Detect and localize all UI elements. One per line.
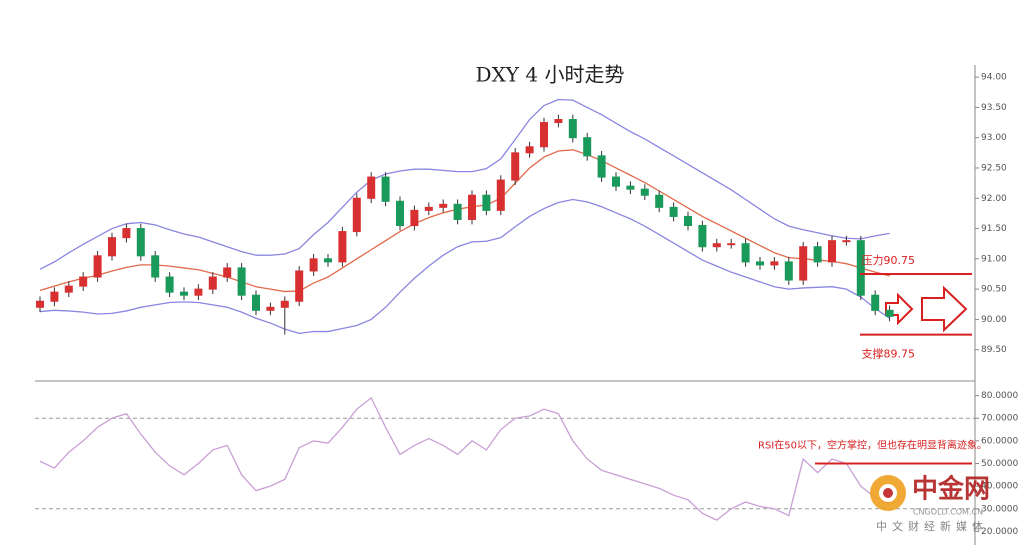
candle-body [367, 176, 376, 199]
candle-body [223, 267, 232, 278]
candle-body [309, 258, 318, 272]
y-tick-label: 70.0000 [981, 414, 1018, 424]
y-tick-label: 60.0000 [981, 436, 1018, 446]
candle-body [208, 276, 217, 290]
y-tick-label: 93.00 [981, 133, 1007, 143]
candle-body [583, 137, 592, 157]
level-label: 支撑89.75 [862, 347, 916, 361]
candle-body [295, 270, 304, 302]
candle-body [828, 240, 836, 263]
candle-body [712, 243, 721, 248]
candle-body [439, 203, 448, 208]
candle-body [482, 194, 491, 211]
y-tick-label: 90.00 [981, 315, 1007, 325]
y-tick-label: 91.00 [981, 254, 1007, 264]
candle-body [770, 261, 779, 266]
candle-body [871, 294, 880, 311]
candle-body [727, 243, 736, 246]
candle-body [669, 206, 678, 217]
candle-body [842, 240, 851, 243]
candle-body [698, 225, 707, 248]
candle-body [180, 291, 188, 296]
candle-body [612, 176, 620, 187]
y-tick-label: 30.0000 [981, 504, 1018, 514]
candle-body [338, 231, 347, 263]
candle-body [381, 176, 390, 202]
candle-body [741, 243, 750, 263]
candle-body [324, 258, 332, 263]
candle-body [885, 309, 894, 317]
candle-body [511, 152, 520, 181]
candle-body [396, 200, 404, 227]
candle-body [122, 228, 131, 239]
candle-body [151, 255, 160, 278]
candle-body [655, 194, 664, 208]
y-tick-label: 89.50 [981, 345, 1007, 355]
candle-body [640, 188, 649, 196]
candle-body [756, 261, 764, 266]
y-tick-label: 80.0000 [981, 391, 1018, 401]
candle-body [64, 285, 73, 293]
arrow [921, 285, 968, 333]
candle-body [252, 294, 260, 311]
candle-body [280, 300, 289, 308]
candle-body [50, 291, 59, 302]
candle-body [424, 206, 433, 211]
logo [883, 488, 893, 498]
candle-body [525, 146, 534, 154]
candle-body [813, 246, 822, 263]
band-line [39, 98, 890, 270]
candle-body [79, 276, 88, 287]
band-line [39, 149, 890, 293]
y-tick-label: 91.50 [981, 224, 1007, 234]
candle-body [799, 246, 808, 281]
y-tick-label: 92.50 [981, 163, 1007, 173]
candle-body [626, 185, 635, 190]
y-tick-label: 40.0000 [981, 482, 1018, 492]
candle-body [453, 203, 462, 220]
candle-body [194, 288, 203, 296]
candle-body [136, 228, 145, 257]
watermark-name: 中金网 [912, 474, 990, 505]
watermark-slogan: 中文财经新媒体 [876, 519, 988, 533]
candle-body [410, 209, 419, 227]
candle-body [856, 240, 865, 296]
candle-body [108, 237, 116, 257]
y-tick-label: 93.50 [981, 103, 1007, 113]
y-tick-label: 50.0000 [981, 459, 1018, 469]
candle-body [554, 119, 563, 124]
level-label: RSI在50以下，空方掌控，但也存在明显背离迹象。 [758, 439, 987, 452]
y-tick-label: 92.00 [981, 194, 1007, 204]
watermark: 中金网 CNGOLD.COM.CN 中文财经新媒体 [870, 474, 990, 533]
candle-body [684, 215, 692, 227]
chart-title: DXY 4 小时走势 [476, 63, 625, 87]
candle-body [540, 122, 548, 148]
candle-body [165, 276, 174, 293]
rsi-line [39, 396, 890, 521]
candle-body [468, 194, 476, 220]
y-tick-label: 20.0000 [981, 527, 1018, 537]
candle-body [93, 255, 102, 278]
candle-body [237, 267, 246, 296]
candle-body [36, 300, 44, 308]
watermark-site: CNGOLD.COM.CN [913, 508, 983, 517]
candle-body [597, 155, 606, 178]
candle-body [784, 261, 793, 281]
candle-body [352, 197, 361, 233]
candle-body [266, 306, 275, 311]
band-line [39, 198, 890, 335]
level-label: 压力90.75 [862, 254, 916, 267]
y-tick-label: 90.50 [981, 285, 1007, 295]
candle-body [496, 179, 505, 211]
y-tick-label: 94.00 [981, 73, 1007, 83]
candle-body [568, 119, 577, 139]
